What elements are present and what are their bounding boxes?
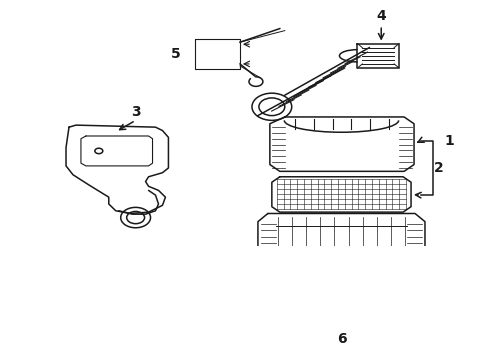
Text: 5: 5 <box>171 48 180 62</box>
Text: 4: 4 <box>376 9 386 23</box>
Text: 1: 1 <box>444 134 454 148</box>
Text: 2: 2 <box>434 161 444 175</box>
Text: 3: 3 <box>131 104 141 118</box>
Text: 6: 6 <box>337 332 346 346</box>
